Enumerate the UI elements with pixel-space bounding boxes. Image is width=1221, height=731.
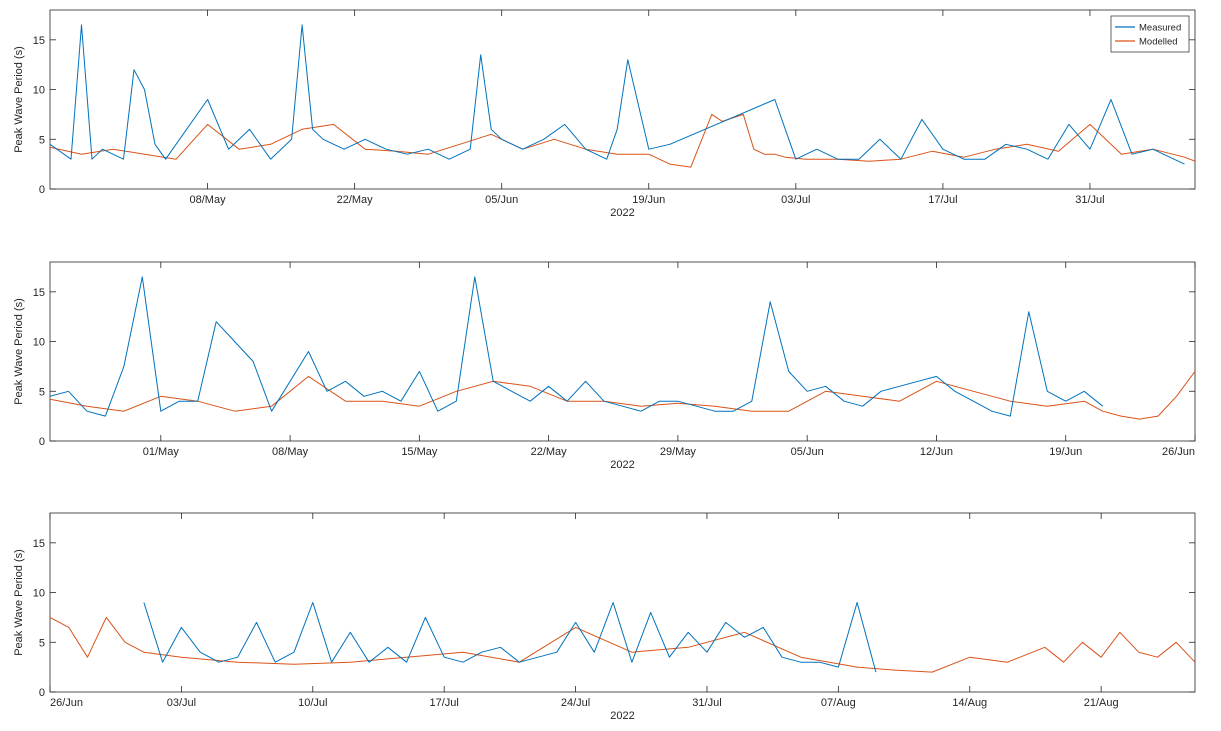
- x-tick-label: 17/Jul: [928, 194, 957, 206]
- y-axis-label: Peak Wave Period (s): [13, 46, 25, 153]
- plot-area: [49, 261, 1196, 442]
- y-axis-label: Peak Wave Period (s): [13, 549, 25, 656]
- chart-panel-2: 0 5 10 15 01/May 08/May 15/May 22/May 29/May 05/J…: [13, 261, 1196, 471]
- plot-area: [49, 512, 1196, 693]
- x-tick-label: 05/Jun: [791, 446, 824, 458]
- series-line-measured: [50, 24, 1185, 165]
- x-tick-label: 29/May: [660, 446, 697, 458]
- x-tick-label: 12/Jun: [920, 446, 953, 458]
- y-tick-label: 10: [33, 588, 45, 600]
- x-tick-label: 01/May: [143, 446, 180, 458]
- x-tick-label: 22/May: [531, 446, 568, 458]
- x-tick-label: 08/May: [190, 194, 227, 206]
- chart-panel-3: 0 5 10 15 26/Jun 03/Jul 10/Jul 17/Jul 24/Jul 31/J…: [13, 512, 1196, 722]
- x-tick-label: 03/Jul: [781, 194, 810, 206]
- series-line-measured: [143, 602, 877, 673]
- x-axis-label: 2022: [610, 207, 634, 219]
- y-tick-label: 5: [39, 637, 45, 649]
- x-axis-label: 2022: [610, 710, 634, 722]
- x-tick-label: 26/Jun: [1162, 446, 1195, 458]
- legend-box: [1110, 15, 1190, 53]
- y-tick-label: 15: [33, 287, 45, 299]
- y-tick-label: 0: [39, 436, 45, 448]
- x-tick-label: 21/Aug: [1084, 697, 1119, 709]
- x-tick-label: 19/Jun: [632, 194, 665, 206]
- x-tick-label: 07/Aug: [821, 697, 856, 709]
- plot-area: [49, 9, 1196, 190]
- y-tick-label: 10: [33, 85, 45, 97]
- x-tick-label: 26/Jun: [50, 697, 83, 709]
- x-tick-label: 22/May: [337, 194, 374, 206]
- y-tick-label: 0: [39, 184, 45, 196]
- y-tick-label: 0: [39, 687, 45, 699]
- x-tick-label: 24/Jul: [561, 697, 590, 709]
- series-line-modelled: [50, 113, 1195, 168]
- chart-panel-1: 0 5 10 15 08/May 22/May 05/Jun 19/Jun 03/Jul 17/J…: [13, 9, 1196, 219]
- y-tick-label: 10: [33, 337, 45, 349]
- x-tick-label: 03/Jul: [167, 697, 196, 709]
- legend-label-measured: Measured: [1139, 23, 1181, 34]
- x-tick-label: 19/Jun: [1049, 446, 1082, 458]
- series-line-modelled: [50, 616, 1195, 673]
- series-line-measured: [50, 276, 1104, 417]
- x-tick-label: 10/Jul: [298, 697, 327, 709]
- y-tick-label: 15: [33, 35, 45, 47]
- x-tick-label: 14/Aug: [952, 697, 987, 709]
- y-axis-label: Peak Wave Period (s): [13, 298, 25, 405]
- y-tick-label: 5: [39, 386, 45, 398]
- y-tick-label: 5: [39, 134, 45, 146]
- x-tick-label: 31/Jul: [692, 697, 721, 709]
- x-tick-label: 17/Jul: [430, 697, 459, 709]
- legend-label-modelled: Modelled: [1139, 37, 1178, 48]
- x-tick-label: 08/May: [272, 446, 309, 458]
- series-line-modelled: [50, 371, 1195, 420]
- x-axis-label: 2022: [610, 459, 634, 471]
- x-tick-label: 15/May: [401, 446, 438, 458]
- x-tick-label: 05/Jun: [485, 194, 518, 206]
- x-tick-label: 31/Jul: [1075, 194, 1104, 206]
- legend: Measured Modelled: [1110, 15, 1190, 53]
- y-tick-label: 15: [33, 538, 45, 550]
